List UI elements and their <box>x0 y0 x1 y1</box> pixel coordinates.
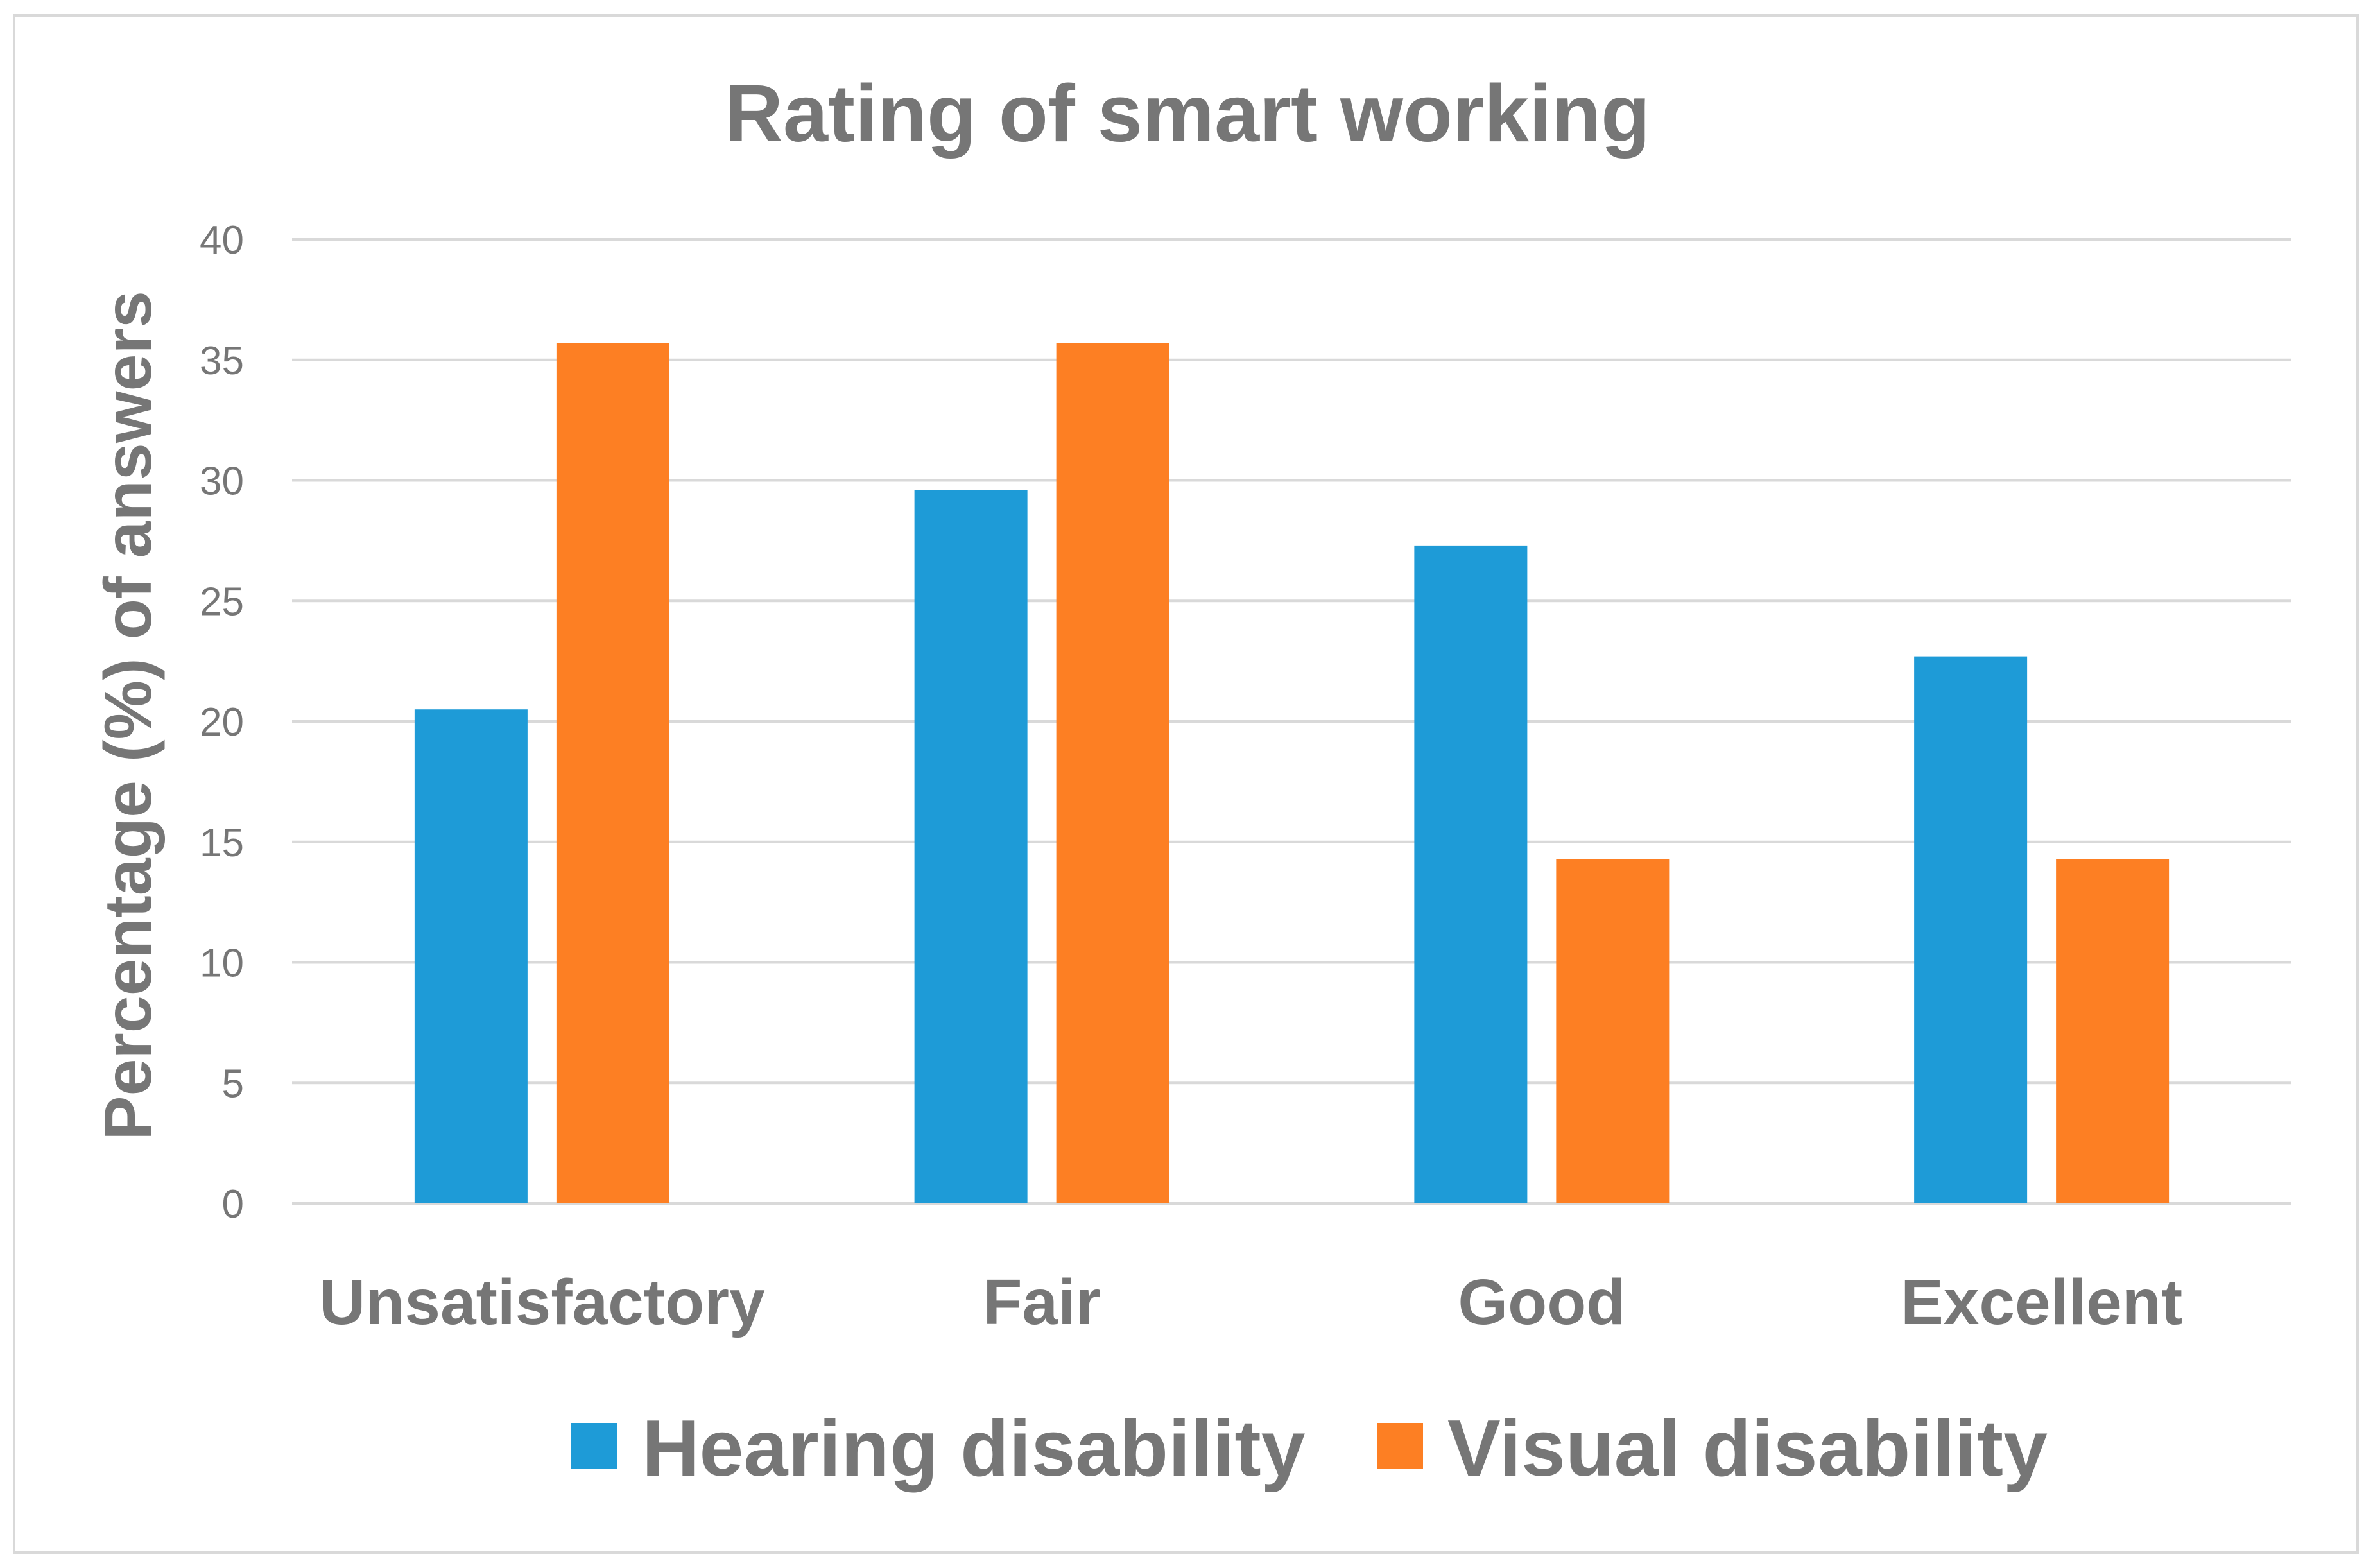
y-tick-label: 15 <box>200 821 244 865</box>
bar-hearing-disability-fair <box>914 490 1028 1203</box>
bar-hearing-disability-unsatisfactory <box>414 709 528 1203</box>
x-tick-label: Unsatisfactory <box>319 1266 765 1338</box>
legend-swatch-visual-disability <box>1377 1423 1423 1469</box>
y-tick-label: 10 <box>200 942 244 986</box>
x-tick-label: Excellent <box>1901 1266 2182 1338</box>
legend-swatch-hearing-disability <box>571 1423 617 1469</box>
x-axis-ticks: Unsatisfactory Fair Good Excellent <box>319 1266 2182 1338</box>
bar-hearing-disability-excellent <box>1914 656 2028 1203</box>
x-tick-label: Fair <box>983 1266 1100 1338</box>
bar-visual-disability-fair <box>1056 343 1169 1203</box>
y-axis-title: Percentage (%) of answers <box>91 291 166 1141</box>
bar-hearing-disability-good <box>1414 545 1528 1203</box>
bars <box>414 343 2170 1203</box>
y-axis-ticks: 0 5 10 15 20 25 30 35 40 <box>200 218 244 1227</box>
legend: Hearing disability Visual disability <box>571 1404 2048 1493</box>
y-tick-label: 40 <box>200 218 244 263</box>
y-tick-label: 25 <box>200 580 244 624</box>
y-tick-label: 35 <box>200 339 244 383</box>
bar-visual-disability-excellent <box>2056 859 2170 1203</box>
x-tick-label: Good <box>1458 1266 1625 1338</box>
chart-title: Rating of smart working <box>725 68 1650 159</box>
bar-visual-disability-unsatisfactory <box>556 343 669 1203</box>
legend-label-hearing-disability: Hearing disability <box>642 1404 1306 1493</box>
y-tick-label: 30 <box>200 460 244 504</box>
bar-visual-disability-good <box>1556 859 1670 1203</box>
y-tick-label: 5 <box>222 1062 244 1106</box>
legend-label-visual-disability: Visual disability <box>1447 1404 2048 1493</box>
y-tick-label: 20 <box>200 700 244 745</box>
y-tick-label: 0 <box>222 1182 244 1227</box>
